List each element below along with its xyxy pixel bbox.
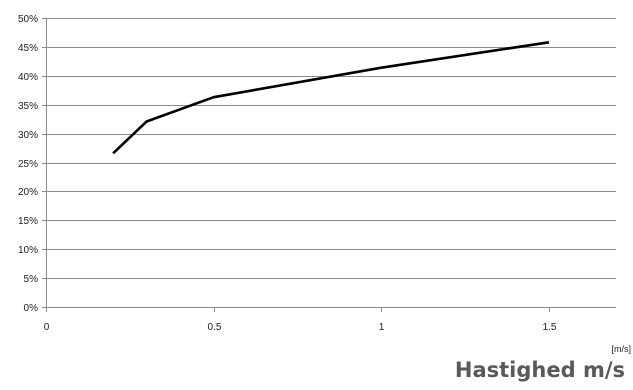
x-tick-label-3: 1.5 [543, 322, 557, 333]
gridlines [46, 18, 616, 279]
x-tick-label-1: 0.5 [208, 322, 222, 333]
y-tick-label-2: 10% [18, 245, 38, 256]
series-line-0 [112, 41, 550, 155]
y-tick-label-6: 30% [18, 130, 38, 141]
y-tick-label-9: 45% [18, 43, 38, 54]
x-unit-label: [m/s] [612, 344, 632, 354]
y-tick-label-8: 40% [18, 72, 38, 83]
x-tick-label-2: 1 [379, 322, 385, 333]
y-tick-label-7: 35% [18, 101, 38, 112]
y-tick-label-3: 15% [18, 216, 38, 227]
y-tick-label-4: 20% [18, 187, 38, 198]
y-tick-label-10: 50% [18, 14, 38, 25]
y-tick-label-5: 25% [18, 159, 38, 170]
series-lines [112, 41, 550, 155]
axes [42, 18, 616, 312]
y-tick-labels: 0% 5% 10% 15% 20% 25% 30% 35% 40% 45% 50% [18, 14, 38, 314]
x-axis-title: Hastighed m/s [454, 358, 625, 382]
y-tick-label-0: 0% [24, 303, 39, 314]
x-tick-labels: 0 0.5 1 1.5 [44, 322, 557, 333]
y-tick-label-1: 5% [24, 274, 39, 285]
x-tick-label-0: 0 [44, 322, 50, 333]
